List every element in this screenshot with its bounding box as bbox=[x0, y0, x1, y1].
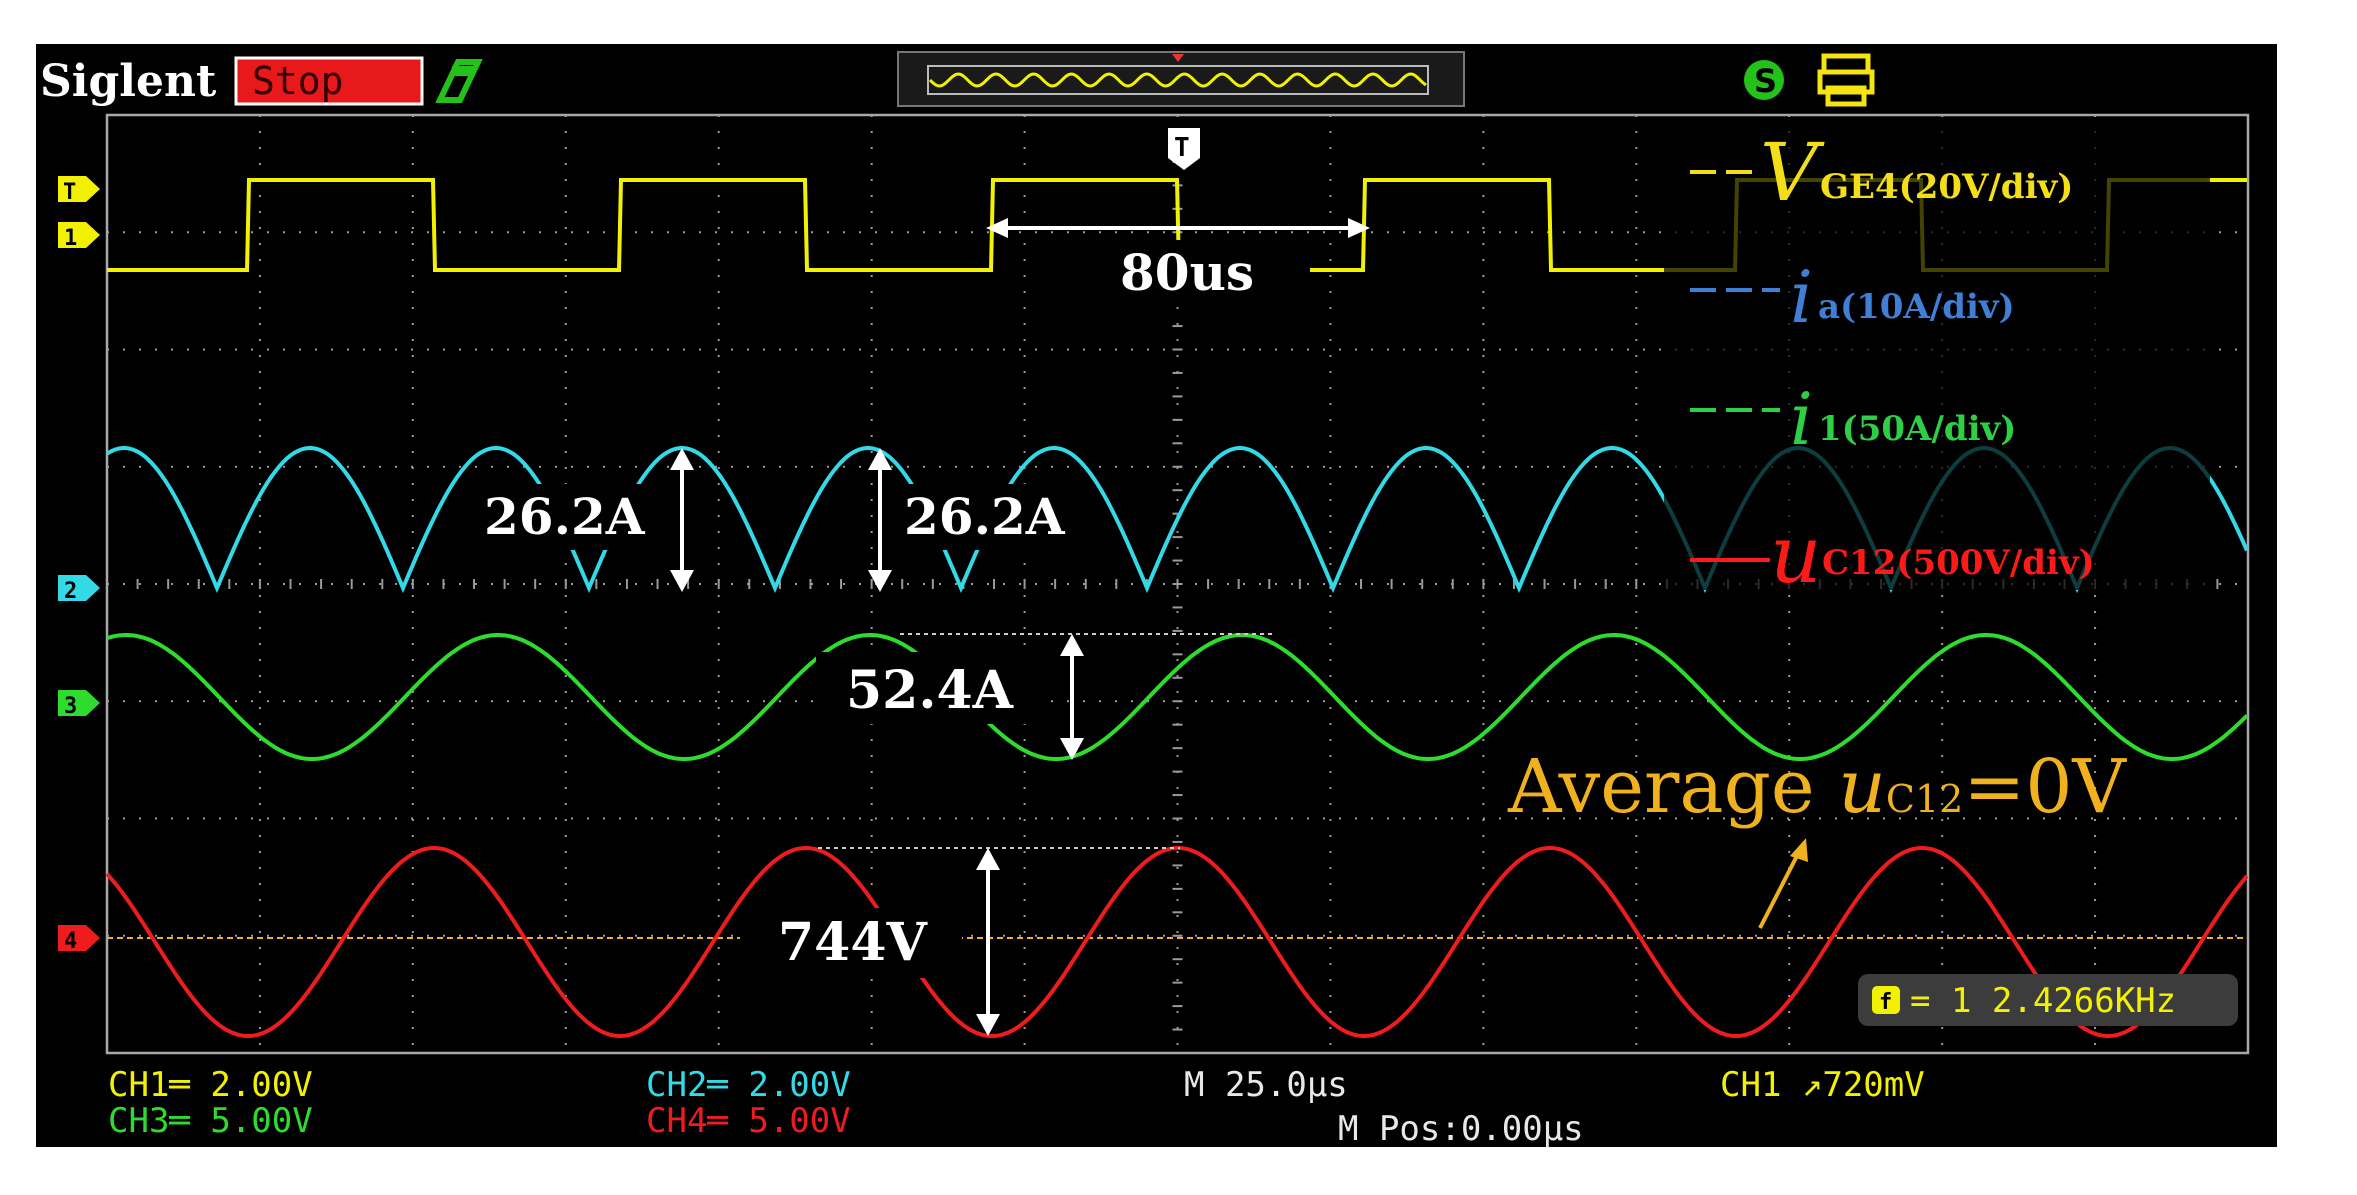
frequency-f-icon: f bbox=[1872, 986, 1900, 1015]
ch4-waveform bbox=[105, 846, 2249, 1038]
frequency-readout: = 1 2.4266KHz bbox=[1910, 981, 2176, 1021]
legend-uc12: u C12(500V/div) bbox=[1690, 508, 2095, 601]
printer-icon[interactable] bbox=[1817, 53, 1875, 107]
svg-text:u: u bbox=[1770, 508, 1822, 601]
period-arrow bbox=[986, 218, 1370, 238]
i1-pp-label: 52.4A bbox=[846, 660, 1014, 721]
svg-text:i: i bbox=[1790, 255, 1813, 339]
legend-i1: i 1(50A/div) bbox=[1690, 377, 2016, 461]
ia-pp-left-arrow bbox=[670, 448, 694, 592]
ch3-marker[interactable]: 3 bbox=[58, 690, 100, 719]
ch4-scale[interactable]: CH4═ 5.00V bbox=[646, 1101, 851, 1141]
ia-pp-right-arrow bbox=[868, 448, 892, 592]
svg-text:2: 2 bbox=[64, 579, 77, 604]
timebase-overview[interactable] bbox=[897, 51, 1465, 107]
uc-pp-label: 744V bbox=[778, 912, 929, 973]
svg-text:1(50A/div): 1(50A/div) bbox=[1818, 409, 2016, 449]
svg-text:f: f bbox=[1879, 990, 1892, 1015]
svg-text:i: i bbox=[1790, 377, 1813, 461]
ch1-marker[interactable]: 1 bbox=[58, 222, 100, 251]
ch3-scale[interactable]: CH3═ 5.00V bbox=[108, 1101, 313, 1141]
ch1-scale[interactable]: CH1═ 2.00V bbox=[108, 1065, 313, 1105]
settings-s-icon[interactable]: S bbox=[1744, 60, 1784, 100]
svg-text:4: 4 bbox=[64, 929, 77, 954]
ia-pp-right-label: 26.2A bbox=[904, 487, 1066, 546]
run-stop-indicator[interactable]: Stop bbox=[252, 59, 344, 103]
ch3-waveform bbox=[106, 633, 2249, 761]
ch4-marker[interactable]: 4 bbox=[58, 925, 100, 954]
svg-text:V: V bbox=[1760, 126, 1825, 219]
timebase-position[interactable]: M Pos:0.00μs bbox=[1338, 1109, 1584, 1149]
overview-wave bbox=[928, 72, 1427, 88]
overview-trigger-marker bbox=[1172, 54, 1184, 62]
run-stop-indicator-bg[interactable] bbox=[234, 56, 424, 106]
i1-pp-arrow bbox=[1060, 634, 1084, 760]
svg-text:S: S bbox=[1754, 62, 1777, 100]
period-label: 80us bbox=[1120, 243, 1254, 302]
svg-text:a(10A/div): a(10A/div) bbox=[1818, 287, 2015, 327]
legend-box bbox=[1664, 130, 2210, 590]
ia-pp-left-label: 26.2A bbox=[484, 487, 646, 546]
svg-text:GE4(20V/div): GE4(20V/div) bbox=[1820, 167, 2073, 207]
average-pointer-arrow bbox=[1758, 838, 1808, 929]
graticule-border bbox=[105, 113, 2250, 1055]
svg-text:1: 1 bbox=[64, 226, 77, 251]
usb-stick-icon bbox=[435, 59, 483, 103]
trigger-level-marker[interactable]: T bbox=[58, 176, 100, 205]
svg-text:C12(500V/div): C12(500V/div) bbox=[1822, 543, 2095, 583]
svg-text:T: T bbox=[1174, 133, 1190, 163]
legend-ia: i a(10A/div) bbox=[1690, 255, 2015, 339]
legend-vge4: V GE4(20V/div) bbox=[1690, 126, 2073, 219]
svg-text:T: T bbox=[63, 180, 76, 205]
uc-pp-arrow bbox=[976, 848, 1000, 1036]
timebase-scale[interactable]: M 25.0μs bbox=[1184, 1065, 1348, 1105]
frequency-readout-bg bbox=[1858, 974, 2238, 1026]
ch2-scale[interactable]: CH2═ 2.00V bbox=[646, 1065, 851, 1105]
svg-text:3: 3 bbox=[64, 694, 77, 719]
trigger-t-icon[interactable]: T bbox=[1168, 128, 1200, 170]
ch2-marker[interactable]: 2 bbox=[58, 575, 100, 604]
average-label: Average uC12=0V bbox=[1507, 744, 2127, 830]
trigger-setting[interactable]: CH1 ↗720mV bbox=[1720, 1065, 1925, 1105]
brand-logo: Siglent bbox=[40, 56, 217, 107]
